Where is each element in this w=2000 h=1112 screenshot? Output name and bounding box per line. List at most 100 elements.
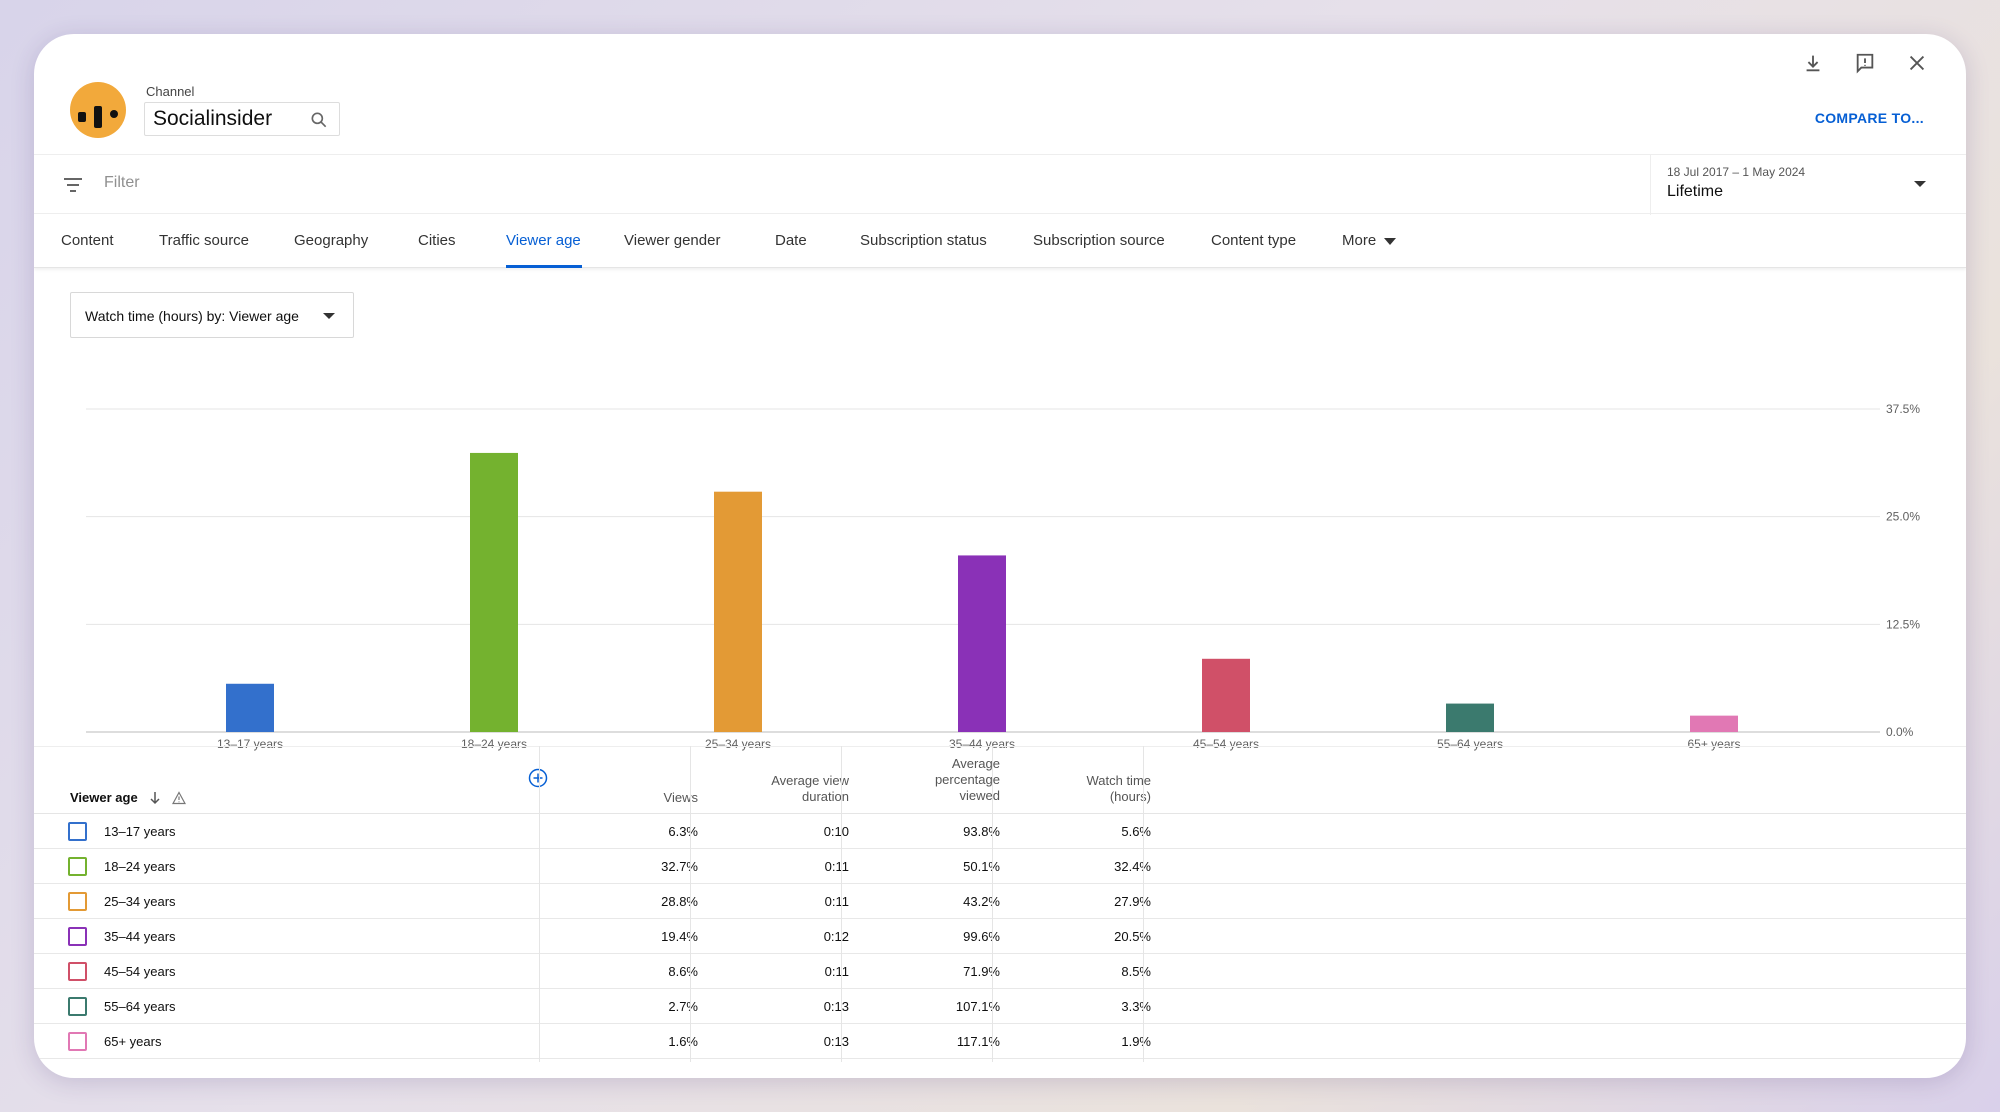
bar-7[interactable] bbox=[1690, 715, 1738, 732]
table-row[interactable]: 55–64 years 2.7% 0:13 107.1% 3.3% bbox=[34, 989, 1966, 1024]
tab-subscription-source[interactable]: Subscription source bbox=[1033, 232, 1165, 249]
cell-wt: 20.5% bbox=[1114, 929, 1151, 944]
cell-apv: 50.1% bbox=[963, 859, 1000, 874]
bar-5[interactable] bbox=[1202, 658, 1250, 732]
cell-views: 2.7% bbox=[668, 999, 698, 1014]
active-tab-indicator bbox=[506, 265, 582, 268]
channel-avatar bbox=[70, 82, 126, 138]
date-range-selector[interactable]: 18 Jul 2017 – 1 May 2024 Lifetime bbox=[1650, 155, 1966, 215]
y-tick-label: 37.5% bbox=[1886, 402, 1920, 416]
tab-more[interactable]: More bbox=[1342, 232, 1397, 249]
row-checkbox[interactable] bbox=[68, 892, 87, 911]
table-row[interactable]: 25–34 years 28.8% 0:11 43.2% 27.9% bbox=[34, 884, 1966, 919]
row-label: 45–54 years bbox=[104, 964, 176, 979]
cell-apv: 117.1% bbox=[956, 1034, 1000, 1049]
row-checkbox[interactable] bbox=[68, 927, 87, 946]
cell-wt: 32.4% bbox=[1114, 859, 1151, 874]
filter-bar: Filter 18 Jul 2017 – 1 May 2024 Lifetime bbox=[34, 154, 1966, 215]
x-tick-label: 18–24 years bbox=[461, 737, 527, 751]
channel-search-field[interactable]: Socialinsider bbox=[144, 102, 340, 136]
bar-4[interactable] bbox=[958, 555, 1006, 732]
header-viewer-age[interactable]: Viewer age bbox=[70, 790, 186, 805]
row-checkbox[interactable] bbox=[68, 962, 87, 981]
cell-views: 8.6% bbox=[668, 964, 698, 979]
cell-views: 28.8% bbox=[661, 894, 698, 909]
cell-apv: 71.9% bbox=[963, 964, 1000, 979]
download-icon[interactable] bbox=[1798, 48, 1828, 78]
filter-input[interactable]: Filter bbox=[104, 174, 140, 191]
close-icon[interactable] bbox=[1902, 48, 1932, 78]
sort-down-icon[interactable] bbox=[148, 791, 162, 805]
y-tick-label: 12.5% bbox=[1886, 617, 1920, 631]
panel-header: Channel Socialinsider COMPARE TO... bbox=[34, 34, 1966, 154]
date-period: Lifetime bbox=[1667, 183, 1724, 200]
cell-views: 32.7% bbox=[661, 859, 698, 874]
date-range-text: 18 Jul 2017 – 1 May 2024 bbox=[1667, 165, 1806, 179]
tab-content-type[interactable]: Content type bbox=[1211, 232, 1297, 249]
header-avg-view-duration[interactable]: Average view duration bbox=[771, 773, 849, 804]
cell-apv: 43.2% bbox=[963, 894, 1000, 909]
row-label: 13–17 years bbox=[104, 824, 176, 839]
cell-apv: 93.8% bbox=[963, 824, 1000, 839]
row-checkbox[interactable] bbox=[68, 822, 87, 841]
header-viewer-age-label: Viewer age bbox=[70, 790, 138, 805]
caret-down-icon bbox=[1914, 181, 1926, 187]
metric-dropdown-label: Watch time (hours) by: Viewer age bbox=[85, 308, 299, 324]
feedback-icon[interactable] bbox=[1850, 48, 1880, 78]
cell-views: 1.6% bbox=[668, 1034, 698, 1049]
table-row[interactable]: 45–54 years 8.6% 0:11 71.9% 8.5% bbox=[34, 954, 1966, 989]
header-watch-time[interactable]: Watch time (hours) bbox=[1086, 773, 1151, 804]
x-tick-label: 65+ years bbox=[1687, 737, 1740, 751]
cell-wt: 1.9% bbox=[1121, 1034, 1151, 1049]
bar-6[interactable] bbox=[1446, 703, 1494, 732]
x-tick-label: 25–34 years bbox=[705, 737, 771, 751]
cell-avd: 0:11 bbox=[824, 964, 849, 979]
add-column-icon[interactable] bbox=[528, 768, 548, 788]
row-label: 18–24 years bbox=[104, 859, 176, 874]
table-row[interactable]: 18–24 years 32.7% 0:11 50.1% 32.4% bbox=[34, 849, 1966, 884]
row-checkbox[interactable] bbox=[68, 1032, 87, 1051]
tab-date[interactable]: Date bbox=[775, 232, 807, 249]
bar-3[interactable] bbox=[714, 491, 762, 732]
table-body: 13–17 years 6.3% 0:10 93.8% 5.6% 18–24 years 3… bbox=[34, 814, 1966, 1059]
viewer-age-table: Viewer age Views Average view duration A… bbox=[34, 746, 1966, 1062]
bar-1[interactable] bbox=[226, 683, 274, 732]
channel-name: Socialinsider bbox=[153, 107, 273, 130]
tab-more-label: More bbox=[1342, 232, 1377, 249]
search-icon[interactable] bbox=[309, 110, 329, 130]
tab-traffic-source[interactable]: Traffic source bbox=[159, 232, 250, 249]
tab-viewer-age[interactable]: Viewer age bbox=[506, 232, 581, 249]
compare-to-button[interactable]: COMPARE TO... bbox=[1814, 110, 1924, 126]
x-tick-label: 13–17 years bbox=[217, 737, 283, 751]
row-label: 55–64 years bbox=[104, 999, 176, 1014]
bar-2[interactable] bbox=[470, 452, 518, 732]
warning-icon bbox=[171, 790, 186, 804]
bar-chart: 37.5% 25.0% 12.5% 0.0% 13–17 years 18–24 year… bbox=[86, 402, 1920, 751]
viewer-age-chart: 37.5% 25.0% 12.5% 0.0% 13–17 years 18–24 year… bbox=[34, 354, 1966, 754]
cell-wt: 8.5% bbox=[1121, 964, 1151, 979]
row-label: 35–44 years bbox=[104, 929, 176, 944]
filter-icon[interactable] bbox=[62, 175, 84, 195]
cell-avd: 0:13 bbox=[823, 999, 849, 1014]
tab-subscription-status[interactable]: Subscription status bbox=[860, 232, 987, 249]
tab-content[interactable]: Content bbox=[61, 232, 114, 249]
row-label: 25–34 years bbox=[104, 894, 176, 909]
caret-down-icon bbox=[323, 313, 335, 319]
metric-dropdown[interactable]: Watch time (hours) by: Viewer age bbox=[70, 292, 354, 338]
tab-cities[interactable]: Cities bbox=[418, 232, 456, 249]
tab-geography[interactable]: Geography bbox=[294, 232, 369, 249]
header-views[interactable]: Views bbox=[663, 790, 698, 805]
row-checkbox[interactable] bbox=[68, 857, 87, 876]
cell-avd: 0:13 bbox=[823, 1034, 849, 1049]
table-row[interactable]: 65+ years 1.6% 0:13 117.1% 1.9% bbox=[34, 1024, 1966, 1059]
report-tabs: Content Traffic source Geography Cities … bbox=[34, 214, 1966, 268]
header-avg-percentage-viewed[interactable]: Average percentage viewed bbox=[934, 756, 1000, 803]
x-tick-label: 45–54 years bbox=[1193, 737, 1259, 751]
caret-down-icon bbox=[1384, 237, 1397, 245]
table-row[interactable]: 35–44 years 19.4% 0:12 99.6% 20.5% bbox=[34, 919, 1966, 954]
row-checkbox[interactable] bbox=[68, 997, 87, 1016]
tab-viewer-gender[interactable]: Viewer gender bbox=[624, 232, 721, 249]
row-label: 65+ years bbox=[104, 1034, 162, 1049]
y-tick-label: 25.0% bbox=[1886, 510, 1920, 524]
table-row[interactable]: 13–17 years 6.3% 0:10 93.8% 5.6% bbox=[34, 814, 1966, 849]
